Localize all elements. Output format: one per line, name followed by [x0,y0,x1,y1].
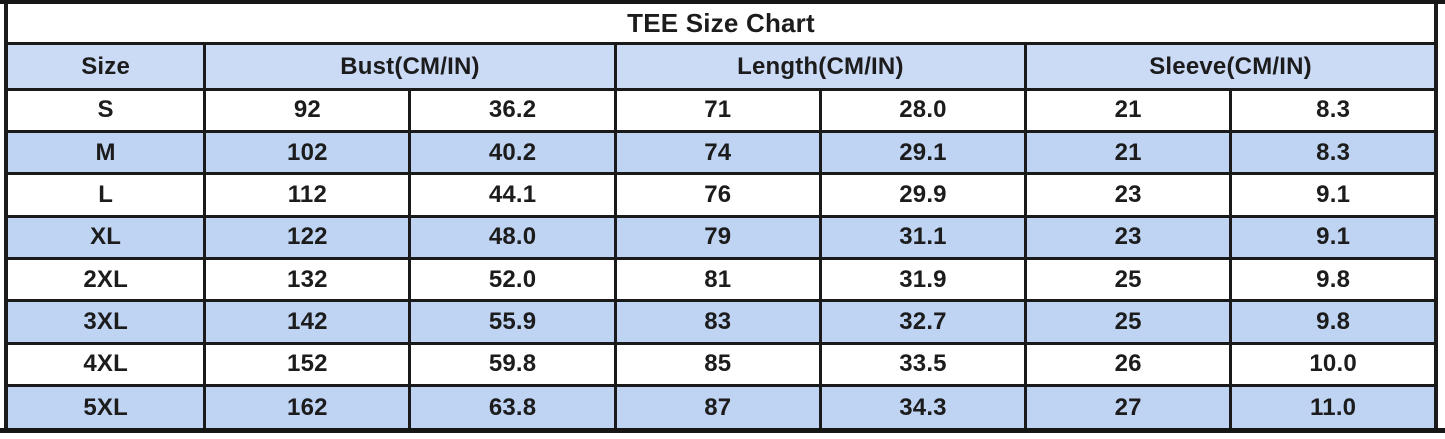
length-in-cell: 31.1 [818,214,1028,261]
length-in-cell: 29.9 [818,172,1028,218]
bust-cm-cell: 132 [203,257,412,303]
column-header-sleeve: Sleeve(CM/IN) [1024,42,1438,91]
length-cm-cell: 76 [613,172,822,218]
size-cell: 2XL [4,257,207,303]
size-cell: 4XL [4,341,207,388]
table-title: TEE Size Chart [4,4,1438,46]
table-row-4xl: 4XL 152 59.8 85 33.5 26 10.0 [4,341,1438,388]
length-cm-cell: 74 [613,130,822,176]
bust-in-cell: 48.0 [408,214,617,261]
sleeve-in-cell: 9.1 [1229,214,1438,261]
column-header-length: Length(CM/IN) [613,42,1028,91]
bust-in-cell: 40.2 [408,130,617,176]
tee-size-chart-table: TEE Size Chart Size Bust(CM/IN) Length(C… [4,4,1438,428]
size-cell: XL [4,214,207,261]
bust-in-cell: 63.8 [408,384,617,428]
table-title-row: TEE Size Chart [4,4,1438,46]
sleeve-cm-cell: 25 [1024,257,1233,303]
bust-cm-cell: 142 [203,299,412,345]
sleeve-cm-cell: 23 [1024,214,1233,261]
table-row-xl: XL 122 48.0 79 31.1 23 9.1 [4,214,1438,261]
sleeve-in-cell: 11.0 [1229,384,1438,428]
size-cell: 3XL [4,299,207,345]
bust-cm-cell: 122 [203,214,412,261]
length-in-cell: 33.5 [818,341,1028,388]
length-cm-cell: 87 [613,384,822,428]
bust-in-cell: 52.0 [408,257,617,303]
bust-in-cell: 36.2 [408,87,617,134]
table-header-row: Size Bust(CM/IN) Length(CM/IN) Sleeve(CM… [4,42,1438,91]
length-in-cell: 28.0 [818,87,1028,134]
size-cell: 5XL [4,384,207,428]
length-in-cell: 32.7 [818,299,1028,345]
sleeve-in-cell: 9.8 [1229,299,1438,345]
table-row-2xl: 2XL 132 52.0 81 31.9 25 9.8 [4,257,1438,303]
length-cm-cell: 83 [613,299,822,345]
bust-cm-cell: 102 [203,130,412,176]
sleeve-cm-cell: 21 [1024,87,1233,134]
sleeve-in-cell: 8.3 [1229,130,1438,176]
length-in-cell: 34.3 [818,384,1028,428]
sleeve-cm-cell: 23 [1024,172,1233,218]
bust-cm-cell: 162 [203,384,412,428]
bust-in-cell: 44.1 [408,172,617,218]
table-row-3xl: 3XL 142 55.9 83 32.7 25 9.8 [4,299,1438,345]
bust-in-cell: 55.9 [408,299,617,345]
length-in-cell: 29.1 [818,130,1028,176]
table-bottom-border [0,428,1445,433]
table-row-m: M 102 40.2 74 29.1 21 8.3 [4,130,1438,176]
length-cm-cell: 85 [613,341,822,388]
sleeve-cm-cell: 27 [1024,384,1233,428]
size-cell: S [4,87,207,134]
sleeve-in-cell: 10.0 [1229,341,1438,388]
sleeve-cm-cell: 26 [1024,341,1233,388]
sleeve-in-cell: 8.3 [1229,87,1438,134]
column-header-bust: Bust(CM/IN) [203,42,617,91]
length-cm-cell: 79 [613,214,822,261]
size-cell: L [4,172,207,218]
table-row-5xl: 5XL 162 63.8 87 34.3 27 11.0 [4,384,1438,428]
size-cell: M [4,130,207,176]
bust-cm-cell: 112 [203,172,412,218]
sleeve-cm-cell: 21 [1024,130,1233,176]
table-row-l: L 112 44.1 76 29.9 23 9.1 [4,172,1438,218]
bust-cm-cell: 152 [203,341,412,388]
bust-in-cell: 59.8 [408,341,617,388]
sleeve-cm-cell: 25 [1024,299,1233,345]
sleeve-in-cell: 9.1 [1229,172,1438,218]
bust-cm-cell: 92 [203,87,412,134]
sleeve-in-cell: 9.8 [1229,257,1438,303]
table-row-s: S 92 36.2 71 28.0 21 8.3 [4,87,1438,134]
length-in-cell: 31.9 [818,257,1028,303]
length-cm-cell: 71 [613,87,822,134]
column-header-size: Size [4,42,207,91]
length-cm-cell: 81 [613,257,822,303]
table-top-border [0,0,1445,4]
